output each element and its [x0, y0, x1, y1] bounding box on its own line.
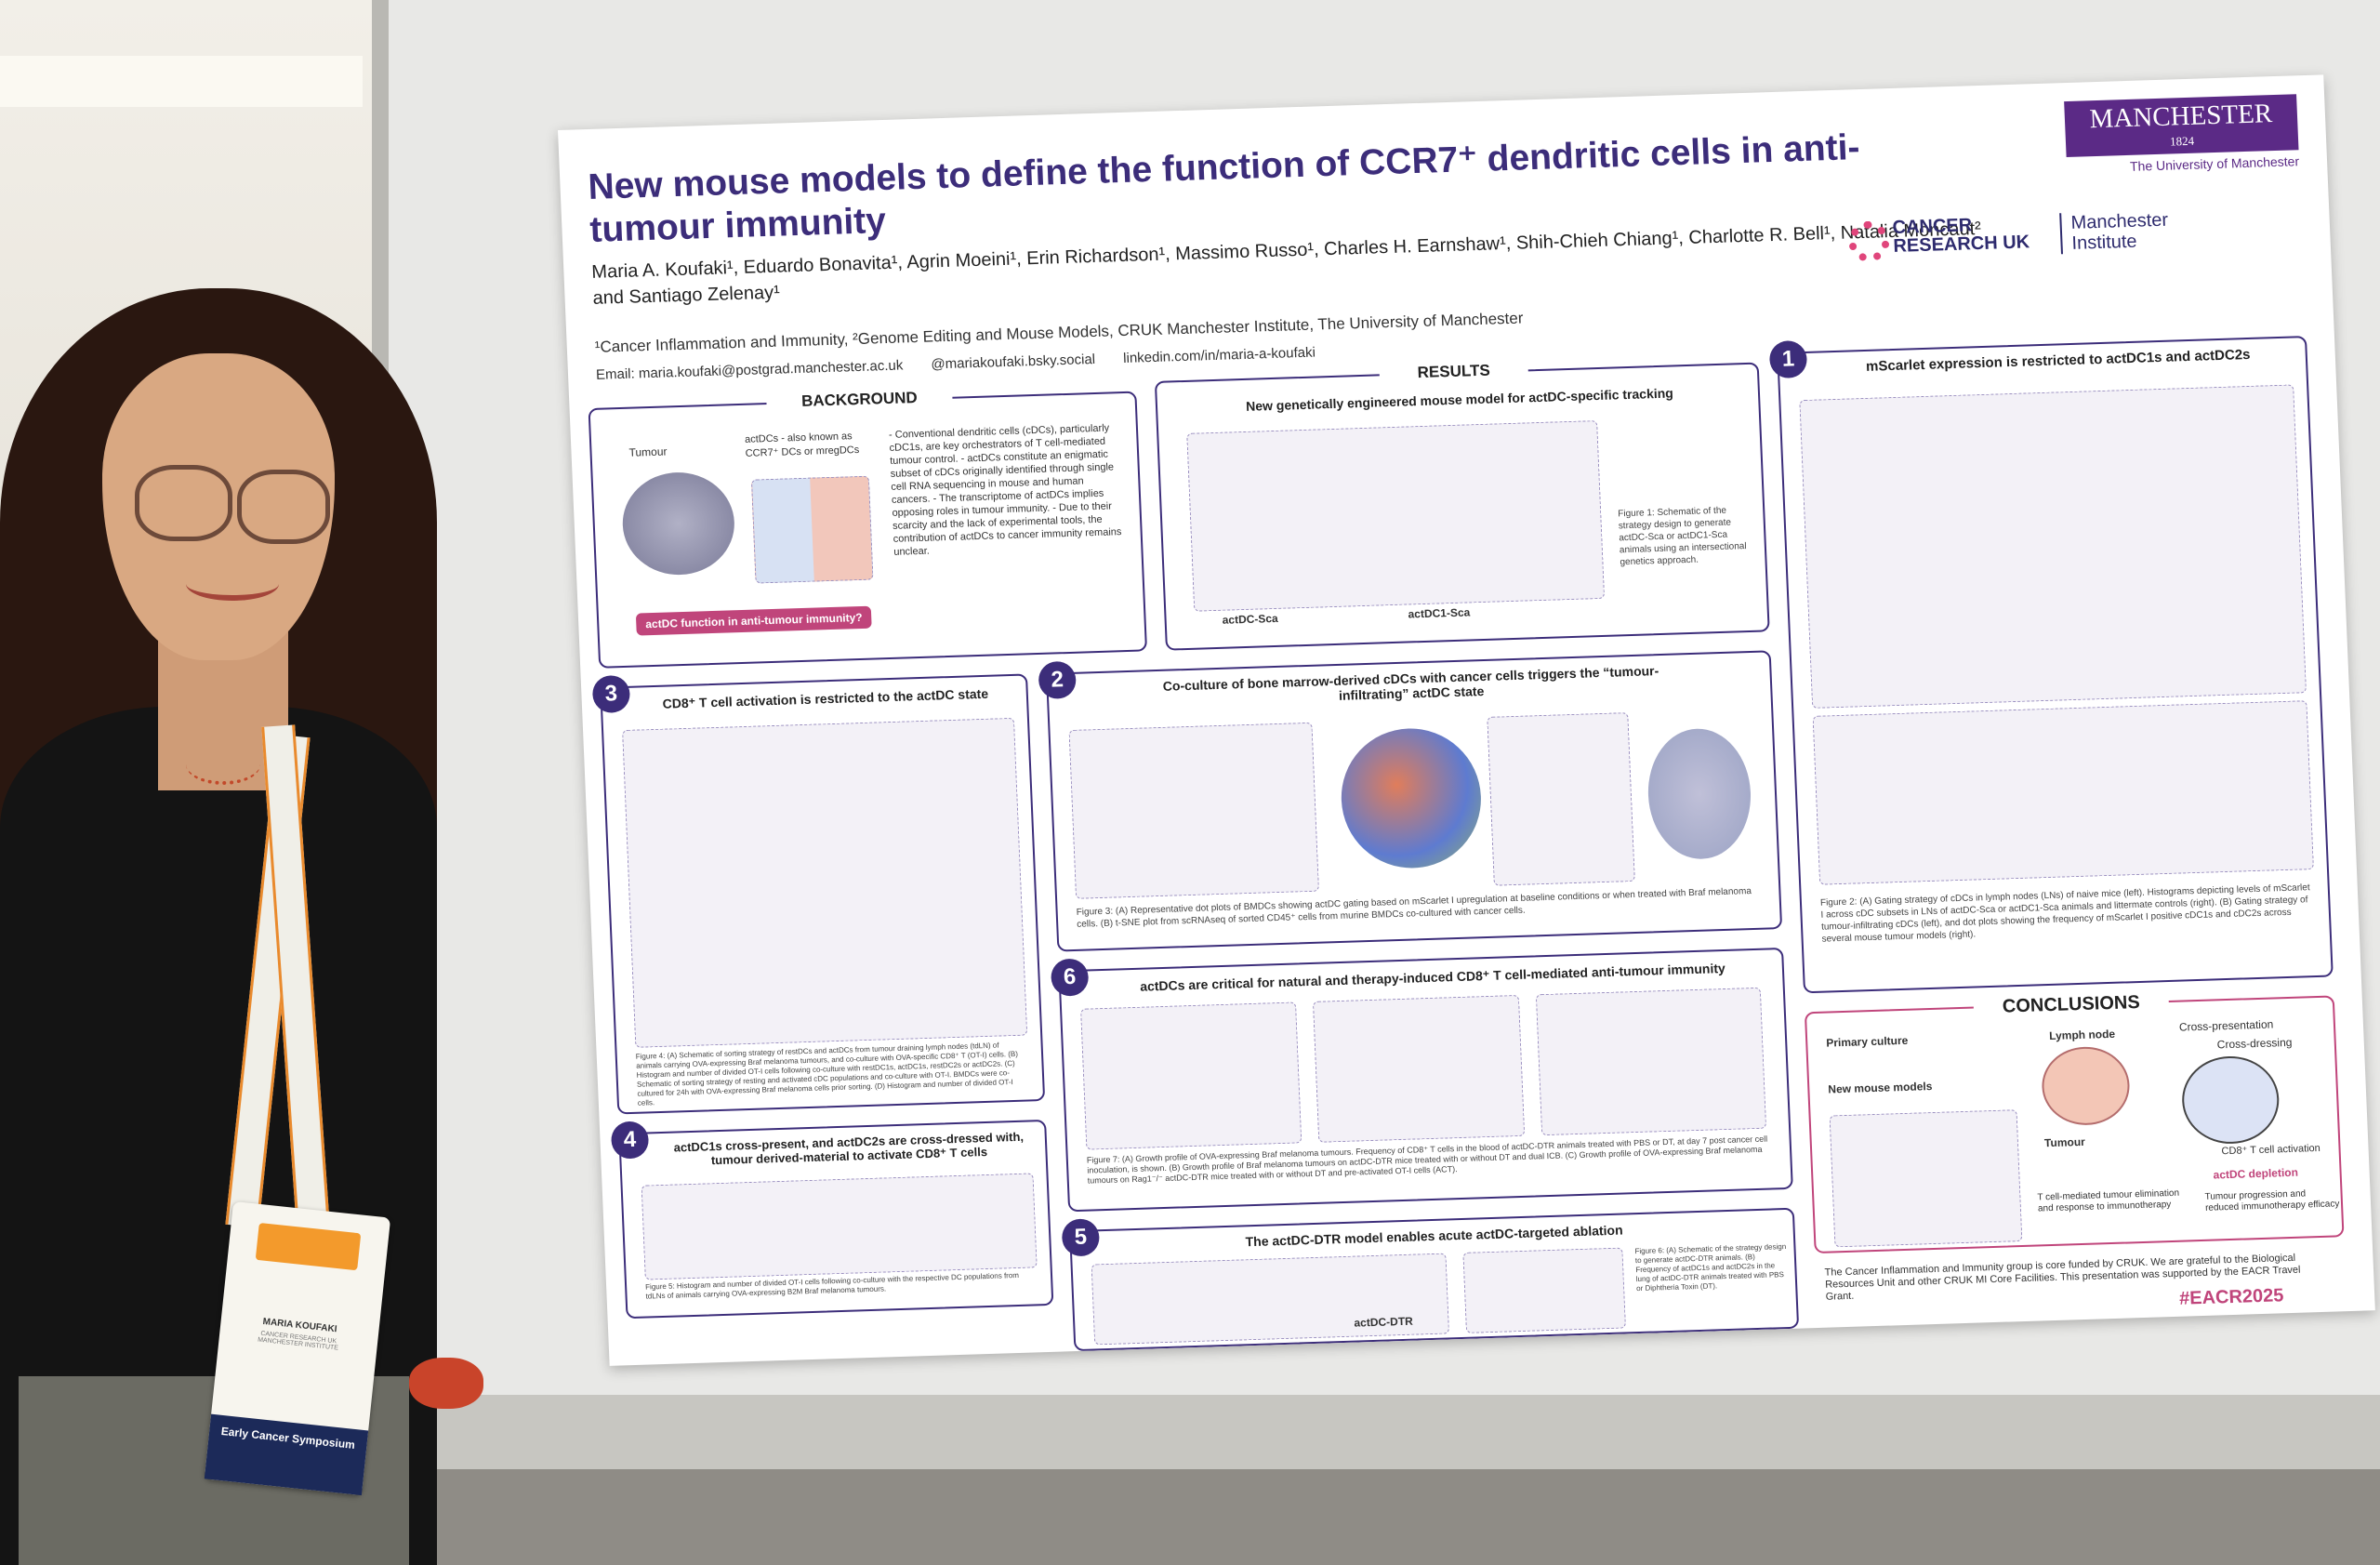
manchester-logo-text: MANCHESTER: [2088, 99, 2273, 135]
glasses-right-icon: [237, 470, 330, 544]
linkedin-link: linkedin.com/in/maria-a-koufaki: [1122, 344, 1316, 366]
figure-6a-schematic: [1091, 1253, 1450, 1346]
figure-7b-growth: [1312, 994, 1526, 1143]
conclusions-models-illustration: [1829, 1109, 2023, 1248]
background-bullets: - Conventional dendritic cells (cDCs), p…: [888, 422, 1122, 558]
figure-1-schematic: [1186, 420, 1606, 612]
manchester-logo: MANCHESTER 1824: [2064, 94, 2299, 158]
name-badge: MARIA KOUFAKI CANCER RESEARCH UK MANCHES…: [204, 1200, 391, 1496]
section-2-heading: Co-culture of bone marrow-derived cDCs w…: [1162, 663, 1659, 703]
tumour-label: Tumour: [628, 444, 668, 459]
model-actdc-dtr: actDC-DTR: [1354, 1314, 1414, 1330]
conclusions-heading: CONCLUSIONS: [1973, 990, 2170, 1019]
section-3-badge: 3: [591, 674, 631, 714]
background-panel: BACKGROUND Tumour actDCs - also known as…: [588, 387, 1148, 669]
person-smile: [186, 567, 279, 601]
section-5-badge: 5: [1061, 1218, 1101, 1257]
figure-3b-clusters: [1487, 712, 1635, 886]
figure-2a-gating: [1799, 384, 2307, 709]
conclusions-dc-illustration: [2180, 1054, 2281, 1146]
conclusions-cross-presentation: Cross-presentation: [2178, 1017, 2274, 1034]
figure-1-caption: Figure 1: Schematic of the strategy desi…: [1618, 505, 1747, 568]
cruk-logo-text: CANCER RESEARCH UK: [1892, 215, 2030, 257]
poster-board-ledge: [372, 1395, 2380, 1469]
figure-7a-growth: [1080, 1001, 1302, 1150]
conclusions-tumour: Tumour: [2043, 1134, 2086, 1150]
actdc-illustration: [750, 475, 874, 584]
figure-5-panels: [641, 1173, 1038, 1280]
bluesky-handle: @mariakoufaki.bsky.social: [931, 351, 1096, 373]
results-panel: RESULTS New genetically engineered mouse…: [1154, 360, 1770, 651]
figure-2-caption: Figure 2: (A) Gating strategy of cDCs in…: [1819, 882, 2310, 945]
section-5-heading: The actDC-DTR model enables acute actDC-…: [1245, 1222, 1623, 1250]
figure-3b-tsne: [1338, 726, 1484, 870]
section-1-badge: 1: [1768, 339, 1808, 379]
institute-logo-text: Manchester Institute: [2059, 208, 2193, 255]
actdc-note: actDCs - also known as CCR7⁺ DCs or mreg…: [744, 431, 860, 459]
results-subheading: New genetically engineered mouse model f…: [1245, 385, 1674, 414]
conclusions-t-activation: CD8⁺ T cell activation: [2221, 1142, 2321, 1158]
model-actdc-sca: actDC-Sca: [1222, 611, 1278, 627]
conclusions-cross-dressing: Cross-dressing: [2216, 1035, 2293, 1052]
manchester-logo-sub: The University of Manchester: [2129, 153, 2300, 174]
background-heading: BACKGROUND: [766, 387, 953, 413]
figure-3a-dotplots: [1068, 722, 1319, 899]
conclusions-panel: CONCLUSIONS Primary culture New mouse mo…: [1804, 990, 2345, 1254]
model-actdc1-sca: actDC1-Sca: [1408, 605, 1471, 621]
figure-3b-markers: [1646, 727, 1753, 861]
figure-6b-dotplots: [1462, 1247, 1626, 1333]
figure-7c-growth: [1535, 987, 1767, 1136]
section-3-panel: 3 CD8⁺ T cell activation is restricted t…: [591, 673, 1046, 1115]
background-callout: actDC function in anti-tumour immunity?: [635, 605, 873, 636]
wrist-scrunchie: [409, 1358, 483, 1409]
email-text: Email: maria.koufaki@postgrad.manchester…: [595, 357, 904, 383]
conclusions-lymph-node: Lymph node: [2048, 1027, 2116, 1043]
conclusions-lymph-node-illustration: [2040, 1045, 2132, 1127]
section-2-badge: 2: [1038, 660, 1078, 699]
conclusions-primary-culture: Primary culture: [1826, 1033, 1909, 1050]
conclusions-progression: Tumour progression and reduced immunothe…: [2204, 1188, 2340, 1214]
section-4-panel: 4 actDC1s cross-present, and actDC2s are…: [610, 1119, 1054, 1320]
section-5-panel: 5 The actDC-DTR model enables acute actD…: [1061, 1207, 1800, 1352]
figure-2b-dotplots: [1812, 700, 2314, 885]
badge-header-logo: [255, 1222, 362, 1271]
section-4-badge: 4: [610, 1121, 650, 1160]
manchester-logo-year: 1824: [2169, 133, 2195, 149]
glasses-left-icon: [135, 465, 232, 541]
figure-6-caption: Figure 6: (A) Schematic of the strategy …: [1634, 1242, 1787, 1293]
figure-4-caption: Figure 4: (A) Schematic of sorting strat…: [635, 1041, 1019, 1107]
tumour-illustration: [620, 471, 737, 577]
necklace: [186, 744, 260, 785]
conclusions-depletion: actDC depletion: [2213, 1165, 2299, 1182]
section-4-heading: actDC1s cross-present, and actDC2s are c…: [673, 1129, 1025, 1168]
conclusions-new-models: New mouse models: [1828, 1080, 1933, 1096]
section-3-heading: CD8⁺ T cell activation is restricted to …: [662, 685, 989, 711]
conclusions-elimination: T cell-mediated tumour elimination and r…: [2037, 1187, 2180, 1214]
section-6-badge: 6: [1050, 958, 1090, 997]
scientific-poster: New mouse models to define the function …: [558, 74, 2375, 1366]
section-1-heading: mScarlet expression is restricted to act…: [1865, 346, 2251, 375]
conference-hashtag: #EACR2025: [2178, 1285, 2284, 1309]
section-1-panel: 1 mScarlet expression is restricted to a…: [1768, 336, 2334, 994]
figure-4-panels: [622, 717, 1028, 1048]
section-6-panel: 6 actDCs are critical for natural and th…: [1050, 947, 1793, 1213]
ceiling-light: [0, 56, 363, 107]
section-2-panel: 2 Co-culture of bone marrow-derived cDCs…: [1038, 650, 1783, 952]
results-heading: RESULTS: [1379, 360, 1529, 384]
